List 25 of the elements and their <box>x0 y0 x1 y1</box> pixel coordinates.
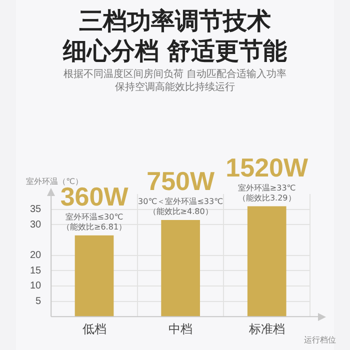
annotation: （能效比≥6.81） <box>62 222 127 232</box>
chart-subtitle: 细心分档 舒适更节能 <box>62 36 288 66</box>
y-axis-title: 室外环温（℃） <box>26 177 84 186</box>
annotation: （能效比3.29） <box>238 193 296 202</box>
annotation: 30℃＜室外环温≤33℃ <box>138 197 224 206</box>
annotation: （能效比≥4.80） <box>148 207 213 216</box>
annotation: 1520W <box>226 152 308 182</box>
bar <box>74 235 114 317</box>
x-tick-label: 标准档 <box>248 322 285 336</box>
y-tick-label: 20 <box>30 250 42 262</box>
y-tick-label: 15 <box>30 265 42 276</box>
annotation: 750W <box>146 166 215 196</box>
text: 根据不同温度区间房间负荷 自动匹配合适输入功率保持空调高能效比持续运行 <box>62 68 288 94</box>
annotation: 室外环温≥33℃ <box>238 183 296 192</box>
y-tick-label: 35 <box>30 204 42 216</box>
x-tick-label: 中档 <box>168 322 193 336</box>
y-tick-label: 30 <box>30 219 42 230</box>
bar <box>247 206 286 317</box>
y-tick-label: 5 <box>36 296 42 308</box>
y-tick-label: 10 <box>30 280 42 292</box>
bar <box>161 220 200 317</box>
chart-title: 三档功率调节技术 <box>78 6 272 36</box>
x-axis-title: 运行档位 <box>304 336 336 345</box>
annotation: 室外环温≤30℃ <box>65 212 124 222</box>
x-tick-label: 低档 <box>82 322 106 336</box>
